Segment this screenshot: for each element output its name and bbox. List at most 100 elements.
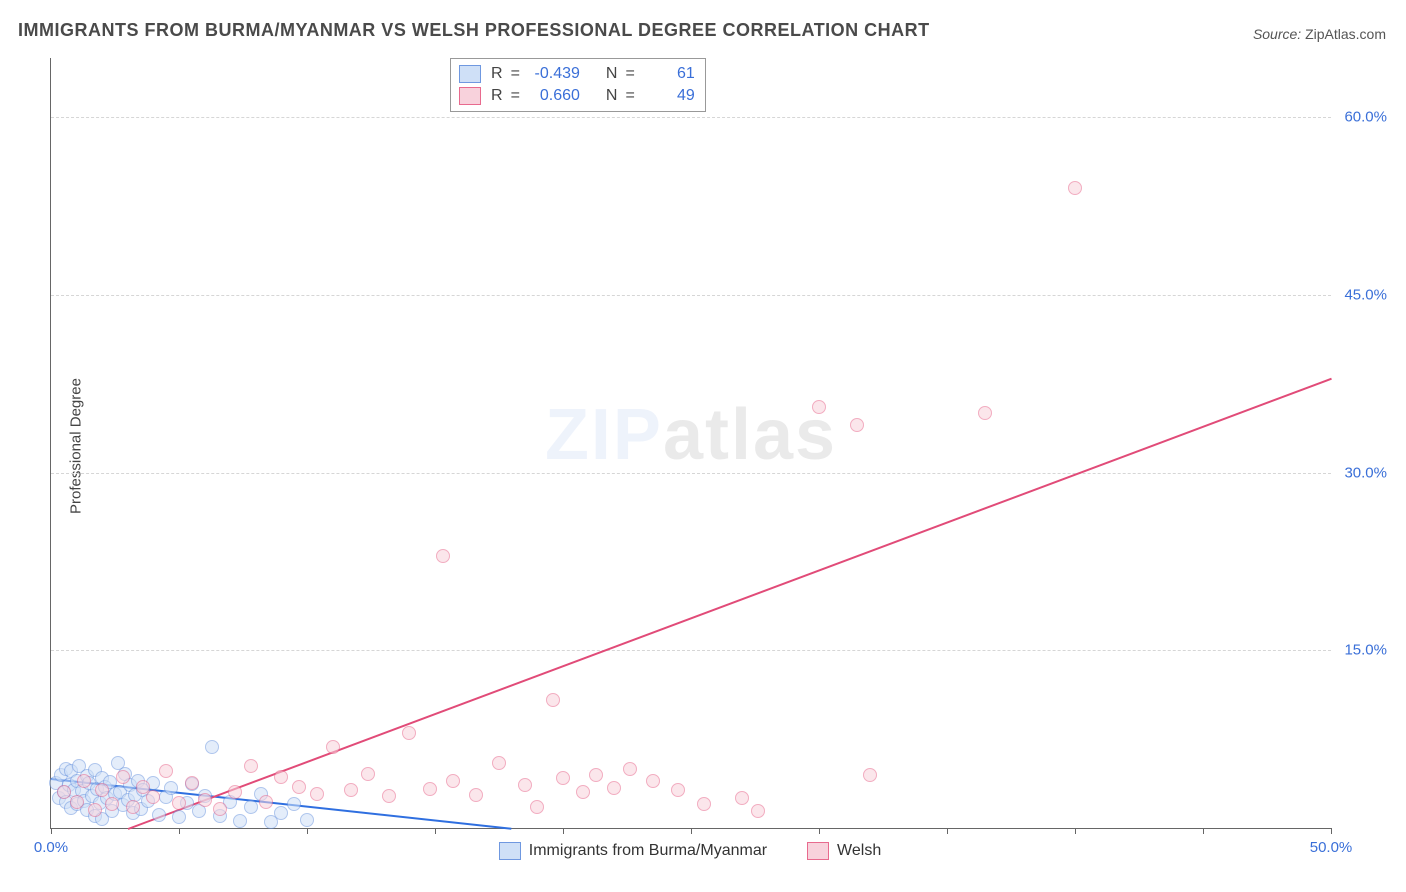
data-point (469, 788, 483, 802)
series-swatch (807, 842, 829, 860)
data-point (310, 787, 324, 801)
source-attribution: Source: ZipAtlas.com (1253, 26, 1386, 42)
data-point (850, 418, 864, 432)
data-point (152, 808, 166, 822)
watermark-zip: ZIP (545, 395, 663, 475)
watermark: ZIPatlas (545, 394, 837, 476)
data-point (697, 797, 711, 811)
data-point (274, 770, 288, 784)
data-point (735, 791, 749, 805)
data-point (259, 795, 273, 809)
stats-row: R = -0.439 N = 61 (459, 63, 695, 85)
equals-sign: = (625, 85, 634, 107)
stat-N-value: 61 (643, 63, 695, 85)
series-swatch (459, 65, 481, 83)
x-tick (179, 828, 180, 834)
series-swatch (459, 87, 481, 105)
data-point (300, 813, 314, 827)
data-point (146, 790, 160, 804)
data-point (518, 778, 532, 792)
data-point (77, 774, 91, 788)
data-point (436, 549, 450, 563)
data-point (126, 800, 140, 814)
stat-N-label: N (606, 85, 618, 107)
y-tick-label: 60.0% (1344, 109, 1387, 126)
data-point (88, 803, 102, 817)
data-point (556, 771, 570, 785)
data-point (164, 781, 178, 795)
y-tick-label: 30.0% (1344, 464, 1387, 481)
legend-item: Welsh (807, 842, 881, 860)
data-point (423, 782, 437, 796)
x-tick (819, 828, 820, 834)
data-point (172, 810, 186, 824)
x-tick (307, 828, 308, 834)
data-point (292, 780, 306, 794)
data-point (812, 400, 826, 414)
equals-sign: = (511, 63, 520, 85)
equals-sign: = (625, 63, 634, 85)
y-tick-label: 45.0% (1344, 286, 1387, 303)
x-tick (563, 828, 564, 834)
data-point (589, 768, 603, 782)
data-point (751, 804, 765, 818)
data-point (382, 789, 396, 803)
data-point (1068, 181, 1082, 195)
data-point (326, 740, 340, 754)
scatter-plot: ZIPatlas 15.0%30.0%45.0%60.0%0.0%50.0% (50, 58, 1331, 829)
data-point (185, 776, 199, 790)
legend-item: Immigrants from Burma/Myanmar (499, 842, 767, 860)
data-point (205, 740, 219, 754)
data-point (344, 783, 358, 797)
trend-line (127, 378, 1331, 830)
legend-label: Welsh (837, 842, 881, 860)
data-point (671, 783, 685, 797)
x-tick (1203, 828, 1204, 834)
data-point (287, 797, 301, 811)
data-point (623, 762, 637, 776)
data-point (402, 726, 416, 740)
data-point (172, 796, 186, 810)
x-tick (1075, 828, 1076, 834)
legend: Immigrants from Burma/Myanmar Welsh (50, 842, 1330, 860)
data-point (159, 764, 173, 778)
source-value: ZipAtlas.com (1305, 26, 1386, 42)
gridline (51, 117, 1331, 118)
data-point (198, 793, 212, 807)
x-tick (1331, 828, 1332, 834)
data-point (116, 770, 130, 784)
data-point (228, 785, 242, 799)
data-point (446, 774, 460, 788)
data-point (213, 802, 227, 816)
correlation-stats-box: R = -0.439 N = 61 R = 0.660 N = 49 (450, 58, 706, 112)
equals-sign: = (511, 85, 520, 107)
data-point (576, 785, 590, 799)
series-swatch (499, 842, 521, 860)
stat-R-label: R (491, 63, 503, 85)
gridline (51, 295, 1331, 296)
stat-R-value: -0.439 (528, 63, 580, 85)
data-point (492, 756, 506, 770)
data-point (978, 406, 992, 420)
data-point (233, 814, 247, 828)
data-point (70, 795, 84, 809)
y-tick-label: 15.0% (1344, 642, 1387, 659)
stat-N-label: N (606, 63, 618, 85)
chart-title: IMMIGRANTS FROM BURMA/MYANMAR VS WELSH P… (18, 20, 930, 41)
x-tick (947, 828, 948, 834)
data-point (361, 767, 375, 781)
stats-row: R = 0.660 N = 49 (459, 85, 695, 107)
source-label: Source: (1253, 26, 1301, 42)
data-point (274, 806, 288, 820)
stat-N-value: 49 (643, 85, 695, 107)
data-point (546, 693, 560, 707)
gridline (51, 473, 1331, 474)
x-tick (435, 828, 436, 834)
x-tick (51, 828, 52, 834)
data-point (646, 774, 660, 788)
data-point (530, 800, 544, 814)
stat-R-label: R (491, 85, 503, 107)
data-point (244, 800, 258, 814)
data-point (244, 759, 258, 773)
watermark-atlas: atlas (663, 395, 837, 475)
